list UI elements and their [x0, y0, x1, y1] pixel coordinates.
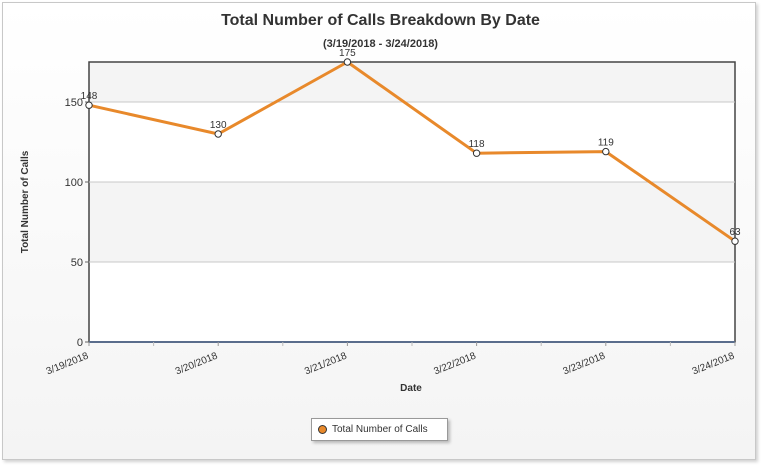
y-tick-label: 150: [65, 97, 83, 109]
series-line: [88, 60, 736, 243]
plot-band: [89, 62, 735, 102]
x-axis-label: Date: [400, 383, 422, 394]
legend-label: Total Number of Calls: [332, 424, 428, 435]
data-label: 118: [469, 139, 485, 150]
x-tick-label: 3/24/2018: [691, 350, 737, 377]
data-label: 175: [339, 48, 356, 59]
data-point: [343, 58, 352, 66]
x-tick-label: 3/22/2018: [432, 350, 478, 377]
y-tick-label: 0: [77, 337, 83, 349]
y-axis-label: Total Number of Calls: [20, 150, 31, 253]
legend-marker-icon: [318, 425, 327, 434]
data-point: [731, 237, 739, 245]
x-tick-label: 3/23/2018: [562, 350, 608, 377]
plot-band: [89, 102, 735, 182]
chart-subtitle: (3/19/2018 - 3/24/2018): [323, 38, 438, 50]
data-point: [472, 149, 481, 157]
x-tick-label: 3/19/2018: [45, 350, 91, 377]
plot-band: [89, 182, 735, 262]
data-label: 119: [598, 138, 614, 149]
data-label: 130: [210, 120, 227, 131]
data-point: [602, 147, 610, 156]
y-tick-label: 100: [65, 177, 83, 189]
x-tick-label: 3/20/2018: [174, 350, 220, 377]
x-tick-label: 3/21/2018: [303, 350, 349, 377]
data-point: [85, 101, 93, 109]
data-label: 63: [729, 227, 741, 238]
y-tick-label: 50: [71, 257, 83, 269]
legend[interactable]: Total Number of Calls: [311, 418, 448, 441]
data-point: [214, 130, 222, 138]
data-label: 148: [81, 91, 98, 102]
plot-band: [89, 262, 735, 342]
chart-title: Total Number of Calls Breakdown By Date: [221, 12, 540, 29]
